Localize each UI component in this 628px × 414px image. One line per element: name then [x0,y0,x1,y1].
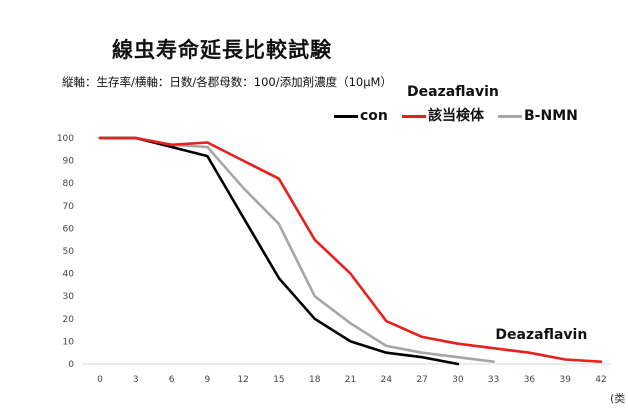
x-tick-label: 39 [559,375,571,385]
y-tick-label: 20 [63,315,75,325]
y-tick-label: 0 [68,360,74,370]
x-tick-label: 9 [204,375,210,385]
y-tick-label: 10 [63,337,75,347]
y-tick-label: 80 [63,179,75,189]
legend-swatch-sample [402,115,426,118]
y-tick-label: 40 [63,270,75,280]
x-tick-label: 33 [488,375,499,385]
series-line-B-NMN [98,136,495,364]
y-tick-label: 100 [57,134,74,144]
x-tick-label: 30 [452,375,464,385]
y-tick-label: 50 [63,247,75,257]
y-tick-label: 30 [63,292,75,302]
x-tick-label: 21 [345,375,356,385]
x-tick-label: 42 [595,375,606,385]
x-tick-label: 36 [524,375,536,385]
legend-label-sample: 該当検体 [428,108,484,124]
legend-label-bnmn: B-NMN [524,108,578,124]
y-tick-label: 60 [63,224,75,234]
x-tick-label: 27 [416,375,427,385]
legend-heading: Deazaflavin [407,84,499,100]
series-line-該当検体 [98,136,603,364]
legend-swatch-con [334,115,358,118]
y-tick-label: 90 [63,157,75,167]
x-tick-label: 15 [273,375,284,385]
legend-swatch-bnmn [498,115,522,118]
x-tick-label: 6 [169,375,175,385]
legend-label-con: con [360,108,388,124]
y-tick-label: 70 [63,202,75,212]
x-tick-label: 3 [133,375,139,385]
chart-subtitle: 縦軸：生存率/横軸：日数/各郡母数：100/添加剤濃度（10μM） [62,75,392,89]
x-tick-label: 18 [309,375,321,385]
x-tick-label: 24 [381,375,393,385]
annotation-label: Deazaflavin [495,327,587,343]
x-tick-label: 0 [97,375,103,385]
x-tick-label: 12 [237,375,248,385]
corner-text: (类 [610,392,626,405]
series-line-con [98,136,460,366]
chart-title: 線虫寿命延長比較試験 [112,38,332,62]
